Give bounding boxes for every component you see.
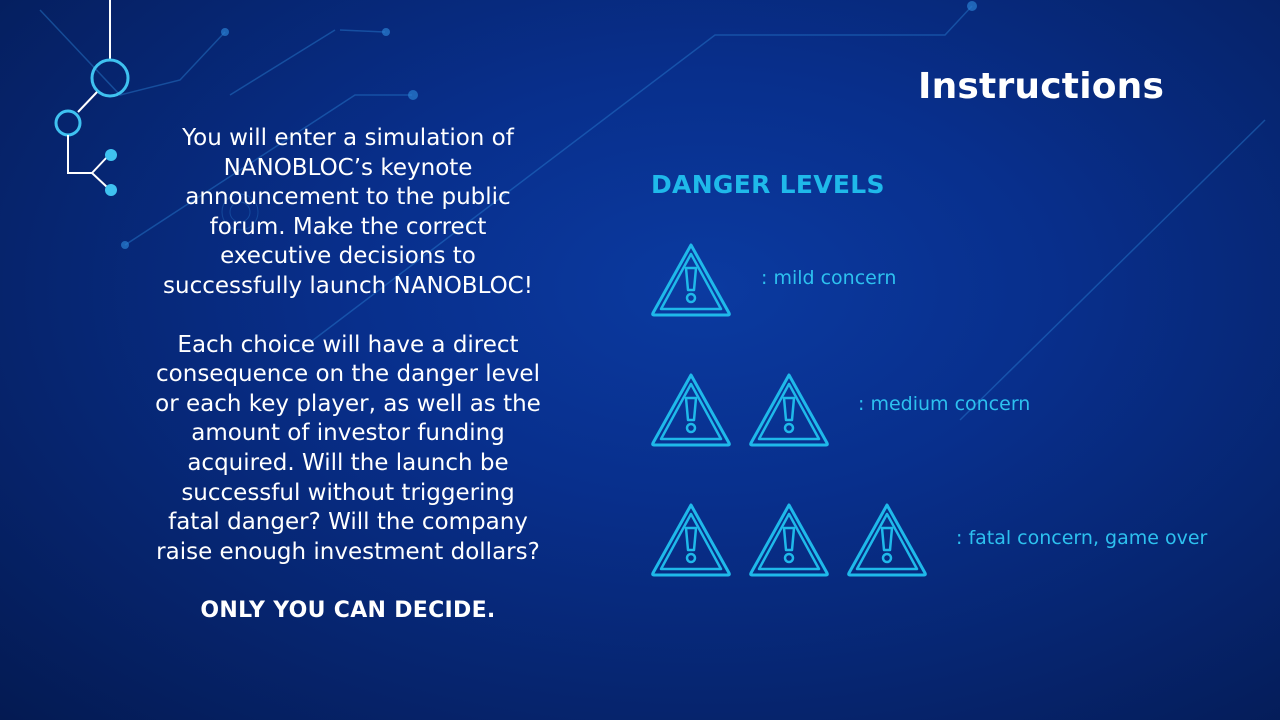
danger-levels-heading: DANGER LEVELS [651,170,885,199]
warning-triangle-icon [651,373,731,447]
intro-paragraph-1: You will enter a simulation of NANOBLOC’… [163,125,533,299]
intro-paragraph-2: Each choice will have a direct consequen… [155,331,541,565]
danger-level-label: : mild concern [761,267,897,289]
circuit-node-decoration [54,0,130,189]
danger-level-label: : fatal concern, game over [956,527,1208,549]
danger-level-icons [650,502,944,582]
danger-level-icons [650,372,846,452]
danger-level-icons [650,242,748,322]
warning-triangle-icon [651,503,731,577]
call-to-action: ONLY YOU CAN DECIDE. [200,598,496,624]
page-title: Instructions [918,66,1165,107]
instructions-text: You will enter a simulation of NANOBLOC’… [128,124,568,626]
warning-triangle-icon [749,373,829,447]
warning-triangle-icon [749,503,829,577]
warning-triangle-icon [651,243,731,317]
warning-triangle-icon [847,503,927,577]
danger-level-label: : medium concern [858,393,1031,415]
